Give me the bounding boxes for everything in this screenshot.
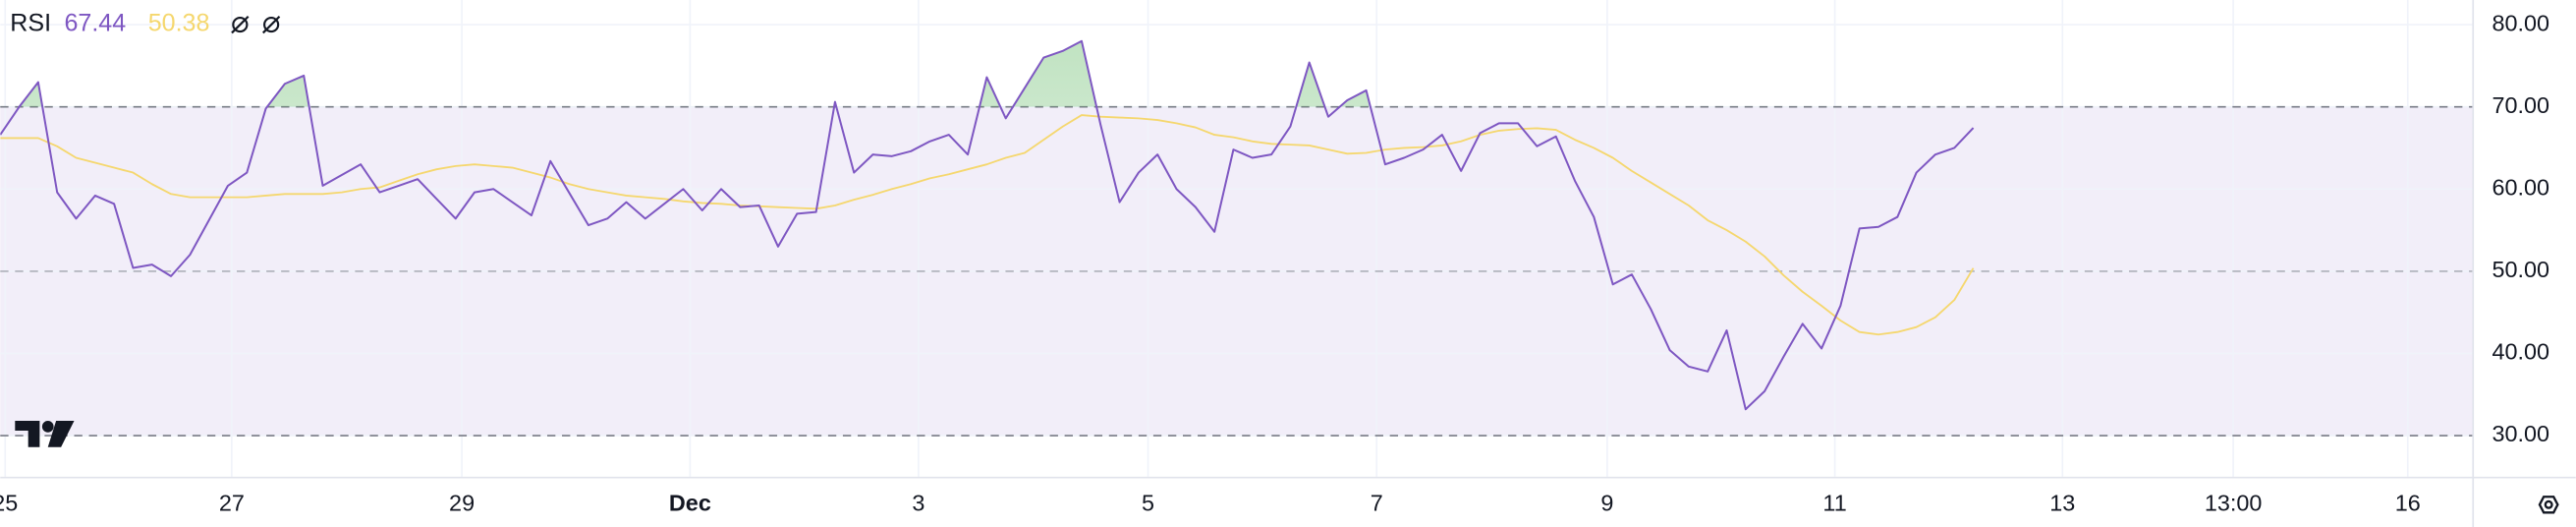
y-tick-label: 50.00 (2492, 257, 2549, 282)
x-tick-label: 9 (1600, 490, 1613, 515)
hidden-icon[interactable] (261, 15, 281, 34)
background-layer (0, 0, 2473, 477)
y-tick-label: 40.00 (2492, 339, 2549, 365)
x-tick-label: 5 (1142, 490, 1154, 515)
x-tick-label: 29 (449, 490, 475, 515)
data-layer (0, 39, 1975, 411)
hidden-icon[interactable] (231, 15, 250, 34)
settings-icon[interactable] (2538, 496, 2559, 514)
indicator-value: 67.44 (64, 10, 126, 37)
rsi-line (0, 39, 1975, 411)
x-tick-label: 13:00 (2205, 490, 2263, 515)
x-tick-label: 13 (2049, 490, 2075, 515)
label-layer: RSI 67.44 50.38 30.00 40.00 50.00 60.00 70.0… (0, 10, 2549, 516)
tradingview-logo[interactable] (15, 420, 75, 447)
y-tick-label: 80.00 (2492, 10, 2549, 35)
x-tick-label: 27 (219, 490, 245, 515)
overbought-fill (0, 40, 1974, 107)
x-tick-label: 11 (1822, 490, 1846, 515)
y-tick-label: 60.00 (2492, 174, 2549, 200)
y-tick-label: 30.00 (2492, 421, 2549, 446)
indicator-ma-value: 50.38 (148, 10, 210, 37)
y-tick-label: 70.00 (2492, 92, 2549, 118)
indicator-name: RSI (10, 10, 51, 37)
x-tick-label: 16 (2395, 490, 2421, 515)
x-tick-label: 25 (0, 490, 18, 515)
rsi-ma-line (0, 114, 1975, 336)
x-tick-label: 3 (912, 490, 924, 515)
x-tick-label: 7 (1371, 490, 1383, 515)
x-tick-label: Dec (669, 490, 711, 515)
